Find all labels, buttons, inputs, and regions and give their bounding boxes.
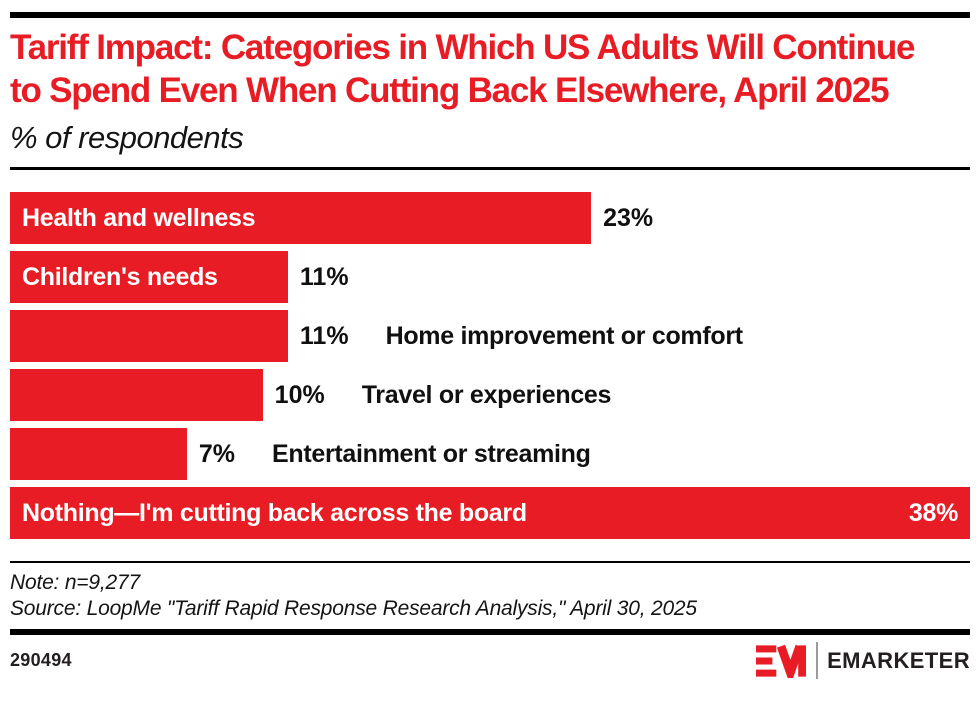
bar — [10, 428, 187, 481]
bar-value-label: 11% — [299, 262, 349, 291]
bar-chart: Health and wellness 23% Children's needs 11… — [10, 192, 970, 540]
bar-value-label: 7% — [198, 439, 235, 468]
top-rule — [10, 12, 970, 18]
emarketer-logo: EMARKETER — [756, 642, 970, 680]
bar-row: Nothing—I'm cutting back across the boar… — [10, 487, 970, 540]
chart-page: Tariff Impact: Categories in Which US Ad… — [0, 12, 980, 726]
bar: Health and wellness — [10, 192, 592, 245]
bar-row: Health and wellness 23% — [10, 192, 970, 245]
bar-category-label: Nothing—I'm cutting back across the boar… — [22, 498, 527, 527]
bar — [10, 310, 288, 363]
bar: Children's needs — [10, 251, 288, 304]
bar: Nothing—I'm cutting back across the boar… — [10, 487, 970, 540]
bar-category-label: Travel or experiences — [361, 380, 612, 409]
page-title: Tariff Impact: Categories in Which US Ad… — [10, 28, 915, 110]
chart-id: 290494 — [10, 650, 72, 671]
bar-value-label: 11% — [299, 321, 349, 350]
note-text: Note: n=9,277 — [10, 571, 140, 595]
header-divider — [10, 167, 970, 171]
bar-value-label: 23% — [603, 203, 654, 232]
footer-divider-thin — [10, 561, 970, 564]
bar-category-label: Children's needs — [22, 262, 218, 291]
bar-row: 7% Entertainment or streaming — [10, 428, 970, 481]
bar-category-label: Entertainment or streaming — [271, 439, 591, 468]
bar — [10, 369, 263, 422]
source-text: Source: LoopMe "Tariff Rapid Response Re… — [10, 597, 697, 621]
bar-row: Children's needs 11% — [10, 251, 970, 304]
brand-name: EMARKETER — [827, 647, 970, 673]
bar-row: 10% Travel or experiences — [10, 369, 970, 422]
chart-subtitle: % of respondents — [10, 120, 244, 156]
footnotes: Note: n=9,277 Source: LoopMe "Tariff Rap… — [10, 570, 970, 622]
bar-value-label: 10% — [274, 380, 325, 409]
emarketer-em-monogram-icon — [756, 644, 807, 678]
footer-divider-thick — [10, 629, 970, 636]
bar-category-label: Health and wellness — [22, 203, 256, 232]
logo-divider — [816, 642, 819, 680]
footer-bar: 290494 EMARKETER — [10, 642, 970, 680]
bar-category-label: Home improvement or comfort — [385, 321, 744, 350]
bar-value-label: 38% — [908, 498, 958, 527]
bar-row: 11% Home improvement or comfort — [10, 310, 970, 363]
